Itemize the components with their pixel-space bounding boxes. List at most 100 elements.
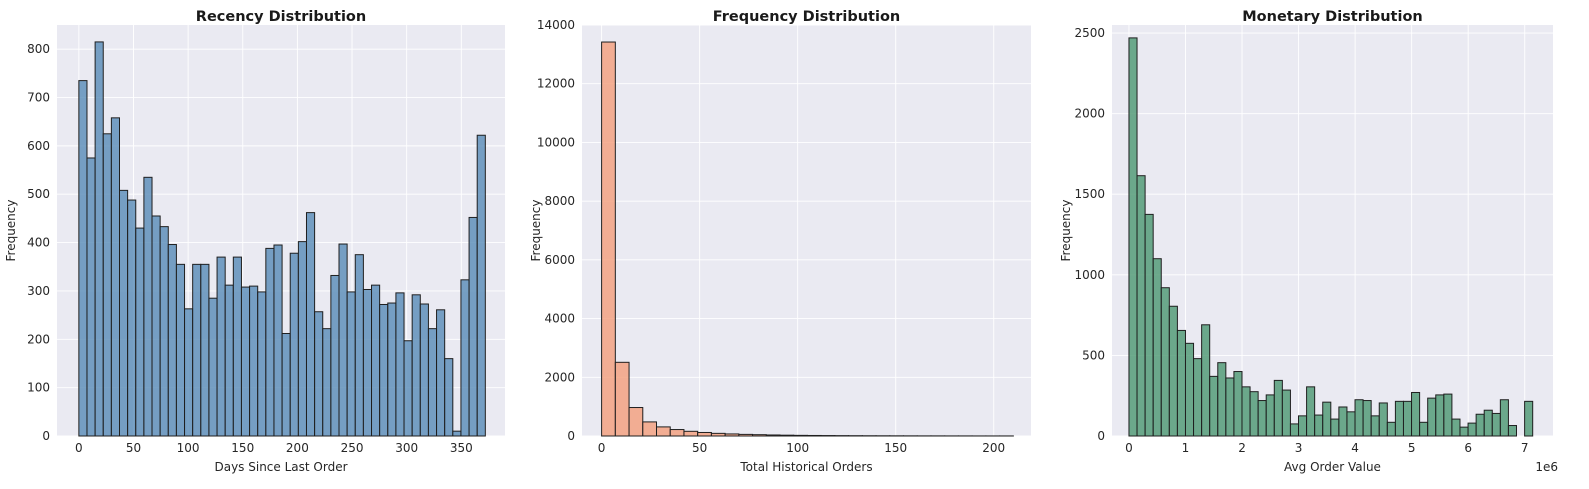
frequency-y-tick-label: 12000 <box>537 77 575 91</box>
monetary-bar <box>1435 394 1445 437</box>
recency-bar <box>249 285 259 437</box>
recency-x-tick-label: 0 <box>75 441 83 455</box>
monetary-bar <box>1209 375 1219 437</box>
frequency-bar <box>724 433 740 437</box>
monetary-bar <box>1370 415 1380 437</box>
frequency-bar <box>806 434 822 437</box>
recency-bar <box>143 176 153 437</box>
frequency-bar <box>601 41 616 437</box>
monetary-bar <box>1225 377 1235 437</box>
monetary-bar <box>1184 342 1195 437</box>
recency-y-axis-label: Frequency <box>4 200 18 262</box>
recency-bar <box>362 288 373 437</box>
recency-y-tick-label: 100 <box>27 381 50 395</box>
recency-y-tick-label: 600 <box>27 139 50 153</box>
monetary-bar <box>1152 258 1162 437</box>
monetary-bar <box>1499 399 1509 437</box>
recency-x-tick-label: 100 <box>177 441 200 455</box>
frequency-x-tick-label: 50 <box>692 441 707 455</box>
monetary-bars <box>1128 37 1534 437</box>
recency-bar <box>102 133 112 437</box>
monetary-bar <box>1402 400 1413 437</box>
recency-bar <box>330 274 340 437</box>
monetary-bar <box>1265 394 1275 437</box>
monetary-x-axis-label: Avg Order Value <box>1284 460 1381 474</box>
recency-x-tick-label: 300 <box>395 441 418 455</box>
frequency-bar <box>614 361 630 437</box>
recency-bar <box>322 328 332 437</box>
recency-bar <box>135 227 145 437</box>
recency-bar <box>265 247 275 437</box>
recency-x-tick-label: 200 <box>286 441 309 455</box>
recency-x-tick-label: 150 <box>231 441 254 455</box>
monetary-bar <box>1128 37 1138 437</box>
monetary-bar <box>1241 386 1251 437</box>
monetary-bar <box>1467 422 1477 437</box>
monetary-bar <box>1386 421 1396 437</box>
recency-bar <box>281 332 291 437</box>
recency-bar <box>419 303 429 437</box>
monetary-x-tick-label: 3 <box>1295 441 1303 455</box>
monetary-bar <box>1346 411 1356 437</box>
monetary-x-tick-label: 5 <box>1408 441 1416 455</box>
frequency-bar <box>697 431 712 437</box>
monetary-bar <box>1168 305 1178 437</box>
monetary-bar <box>1491 412 1501 437</box>
monetary-y-tick-label: 0 <box>1097 429 1105 443</box>
frequency-bars <box>601 41 1014 437</box>
recency-bars <box>78 41 486 437</box>
recency-y-tick-label: 400 <box>27 236 50 250</box>
monetary-bar <box>1483 409 1493 437</box>
recency-x-tick-label: 350 <box>450 441 473 455</box>
frequency-bar <box>628 407 644 437</box>
monetary-y-tick-label: 2500 <box>1074 26 1105 40</box>
monetary-bar <box>1273 379 1283 437</box>
monetary-bar <box>1475 413 1485 437</box>
monetary-bar <box>1160 287 1170 437</box>
monetary-bar <box>1451 418 1461 437</box>
monetary-bar <box>1330 418 1340 437</box>
monetary-bar <box>1233 371 1243 437</box>
recency-bar <box>257 291 267 437</box>
frequency-bar <box>656 426 671 437</box>
recency-bar <box>346 291 356 437</box>
monetary-chart-title: Monetary Distribution <box>1242 9 1423 25</box>
recency-y-tick-label: 200 <box>27 332 50 346</box>
recency-bar <box>403 340 413 437</box>
frequency-histogram: 0 2000 4000 6000 8000 10000 12000 14000 0 50 100 15… <box>529 9 1031 474</box>
recency-x-axis-label: Days Since Last Order <box>214 460 347 474</box>
recency-bar <box>395 292 405 437</box>
frequency-y-tick-label: 6000 <box>544 253 575 267</box>
monetary-x-tick-label: 7 <box>1521 441 1529 455</box>
recency-bar <box>208 297 218 437</box>
monetary-bar <box>1249 391 1259 437</box>
recency-bar <box>452 430 462 437</box>
recency-y-tick-label: 0 <box>42 429 50 443</box>
recency-bar <box>94 41 104 437</box>
recency-bar <box>110 117 121 437</box>
recency-bar <box>338 243 348 437</box>
recency-bar <box>411 294 421 437</box>
recency-bar <box>224 284 234 437</box>
monetary-y-axis-label: Frequency <box>1059 200 1073 262</box>
frequency-x-tick-label: 0 <box>598 441 606 455</box>
frequency-bar <box>710 432 726 437</box>
recency-bar <box>151 215 161 437</box>
monetary-bar <box>1136 175 1146 437</box>
recency-bar <box>468 216 478 437</box>
monetary-bar <box>1507 425 1517 437</box>
frequency-x-tick-label: 150 <box>884 441 907 455</box>
monetary-bar <box>1354 399 1364 437</box>
recency-bar <box>175 263 186 437</box>
monetary-bar <box>1394 400 1404 437</box>
recency-y-tick-label: 800 <box>27 42 50 56</box>
frequency-bar <box>683 430 699 437</box>
frequency-y-tick-label: 4000 <box>544 312 575 326</box>
monetary-histogram: 0 500 1000 1500 2000 2500 0 1 2 3 4 5 6 7 Monetary Dis… <box>1059 9 1558 474</box>
frequency-x-axis-label: Total Historical Orders <box>739 460 872 474</box>
recency-bar <box>273 244 283 437</box>
recency-bar <box>476 134 486 437</box>
recency-y-tick-label: 700 <box>27 91 50 105</box>
recency-y-tick-label: 300 <box>27 284 50 298</box>
recency-bar <box>200 263 210 437</box>
